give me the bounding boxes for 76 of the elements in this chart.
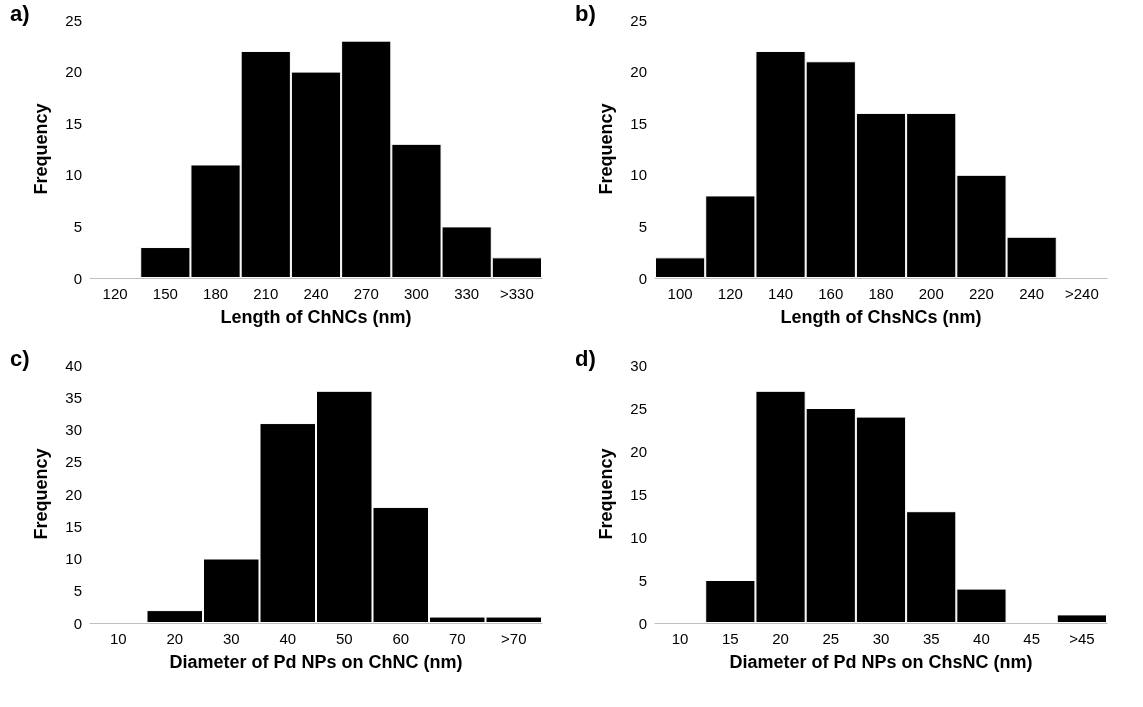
y-tick-label: 30 <box>630 356 647 374</box>
x-tick-label: 10 <box>671 630 689 647</box>
y-tick-label: 0 <box>638 269 647 287</box>
x-tick-label: 100 <box>667 285 693 302</box>
x-tick-label: 15 <box>721 630 739 647</box>
y-tick-label: 0 <box>638 614 647 632</box>
y-axis-title: Frequency <box>31 448 51 540</box>
x-tick-label: >45 <box>1069 630 1095 647</box>
x-tick-label: 50 <box>335 630 353 647</box>
y-tick-label: 20 <box>65 485 82 503</box>
y-tick-label: 0 <box>73 269 82 287</box>
x-axis-title: Length of ChsNCs (nm) <box>780 307 982 327</box>
y-tick-label: 25 <box>630 399 647 417</box>
y-tick-label: 20 <box>65 63 82 81</box>
y-tick-label: 15 <box>65 517 82 535</box>
y-tick-label: 25 <box>630 11 647 29</box>
x-tick-label: 330 <box>454 285 480 302</box>
x-tick-label: 220 <box>968 285 994 302</box>
y-axis-title: Frequency <box>596 448 616 540</box>
y-tick-label: 30 <box>65 421 82 438</box>
x-tick-label: >330 <box>499 285 534 302</box>
y-axis-title: Frequency <box>596 103 616 195</box>
x-tick-label: 200 <box>918 285 944 302</box>
text: b) <box>575 0 596 26</box>
x-axis-title: Diameter of Pd NPs on ChsNC (nm) <box>729 652 1033 672</box>
y-tick-label: 20 <box>630 442 647 460</box>
y-tick-label: 5 <box>638 217 647 235</box>
y-tick-label: 10 <box>630 528 647 546</box>
y-tick-label: 15 <box>65 114 82 132</box>
x-tick-label: 240 <box>303 285 329 302</box>
x-tick-label: 40 <box>279 630 297 647</box>
y-tick-label: 15 <box>630 485 647 503</box>
x-tick-label: 150 <box>152 285 178 302</box>
x-tick-label: 20 <box>772 630 789 647</box>
y-tick-label: 10 <box>65 166 82 184</box>
x-tick-label: 35 <box>922 630 940 647</box>
y-tick-label: 25 <box>65 453 82 471</box>
text: c) <box>10 345 30 371</box>
x-tick-label: 210 <box>253 285 279 302</box>
y-tick-label: 25 <box>65 11 82 29</box>
y-tick-label: 20 <box>630 63 647 81</box>
y-tick-label: 10 <box>65 550 82 567</box>
bar <box>1056 614 1107 623</box>
x-tick-label: 40 <box>973 630 990 647</box>
x-tick-label: 30 <box>222 630 240 647</box>
x-tick-label: 25 <box>822 630 840 647</box>
x-tick-label: 180 <box>203 285 229 302</box>
x-tick-label: 160 <box>818 285 844 302</box>
y-tick-label: 5 <box>73 217 82 235</box>
x-tick-label: >240 <box>1064 285 1099 302</box>
text: d) <box>575 345 596 371</box>
x-tick-label: 140 <box>768 285 794 302</box>
x-tick-label: 120 <box>717 285 743 302</box>
y-tick-label: 40 <box>65 356 82 374</box>
x-tick-label: 30 <box>872 630 890 647</box>
x-tick-label: 70 <box>448 630 466 647</box>
x-tick-label: 45 <box>1023 630 1041 647</box>
y-axis-title: Frequency <box>31 103 51 195</box>
x-tick-label: 180 <box>868 285 894 302</box>
y-tick-label: 0 <box>73 614 82 632</box>
y-tick-label: 5 <box>73 582 82 600</box>
y-tick-label: 5 <box>638 571 647 589</box>
x-axis-title: Length of ChNCs (nm) <box>220 307 412 327</box>
x-tick-label: 10 <box>109 630 127 647</box>
x-tick-label: 300 <box>403 285 429 302</box>
y-tick-label: 10 <box>630 166 647 184</box>
x-tick-label: 20 <box>166 630 184 647</box>
y-tick-label: 35 <box>65 388 82 406</box>
x-tick-label: 270 <box>353 285 379 302</box>
x-tick-label: >70 <box>501 630 527 647</box>
x-tick-label: 240 <box>1019 285 1045 302</box>
x-axis-title: Diameter of Pd NPs on ChNC (nm) <box>169 652 463 672</box>
x-tick-label: 60 <box>392 630 410 647</box>
y-tick-label: 15 <box>630 114 647 132</box>
x-tick-label: 120 <box>102 285 128 302</box>
text: a) <box>10 0 30 26</box>
